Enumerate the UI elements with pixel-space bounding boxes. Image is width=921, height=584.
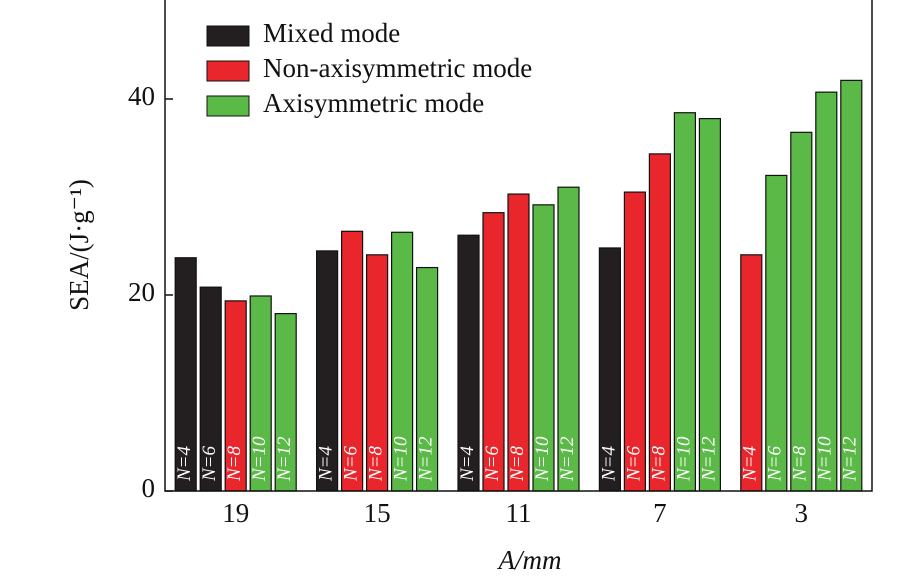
bar [790, 131, 813, 492]
bar-label: N=10 [532, 436, 553, 482]
bar [815, 91, 838, 492]
bar-label: N=12 [415, 436, 436, 482]
bar-label: N=8 [507, 446, 528, 482]
bar-label: N=10 [390, 436, 411, 482]
bar-label: N=4 [315, 446, 336, 482]
bar-label: N=12 [698, 436, 719, 482]
bar-label: N=4 [598, 446, 619, 482]
bar-label: N=4 [457, 446, 478, 482]
y-tick-label: 20 [128, 277, 155, 307]
x-tick-label: 7 [653, 498, 667, 528]
bar-label: N=6 [482, 446, 503, 482]
bar [698, 117, 722, 492]
legend-swatch [206, 95, 250, 117]
bar-label: N=6 [623, 446, 644, 482]
bar-label: N=12 [840, 436, 861, 482]
bar [648, 153, 672, 492]
legend-swatch [206, 60, 250, 82]
bar-label: N=12 [274, 436, 295, 482]
bar-label: N=12 [557, 436, 578, 482]
y-axis-label: SEA/(J·g⁻¹) [64, 179, 94, 311]
y-tick-label: 0 [142, 473, 156, 503]
bar [673, 112, 697, 492]
legend-label: Mixed mode [263, 18, 400, 48]
bar-label: N=6 [340, 446, 361, 482]
legend-label: Axisymmetric mode [263, 88, 484, 118]
x-tick-label: 3 [795, 498, 809, 528]
bar-label: N=4 [174, 446, 195, 482]
legend-swatch [206, 25, 250, 47]
y-tick-label: 40 [128, 81, 155, 111]
plot-frame [164, 0, 873, 492]
bar-label: N=6 [765, 446, 786, 482]
legend-label: Non-axisymmetric mode [263, 53, 532, 83]
bar-label: N=8 [224, 446, 245, 482]
bar-label: N=10 [673, 436, 694, 482]
bar-label: N=4 [740, 446, 761, 482]
bar-label: N=10 [815, 436, 836, 482]
x-tick-label: 15 [364, 498, 391, 528]
bar [765, 174, 788, 492]
bar-label: N=8 [790, 446, 811, 482]
x-tick-label: 11 [506, 498, 532, 528]
bar-label: N=10 [249, 436, 270, 482]
x-axis-label: A/mm [497, 545, 562, 575]
bar-label: N=8 [365, 446, 386, 482]
bar-label: N=8 [648, 446, 669, 482]
bar-label: N=6 [199, 446, 220, 482]
bar [840, 79, 863, 492]
x-tick-label: 19 [222, 498, 249, 528]
